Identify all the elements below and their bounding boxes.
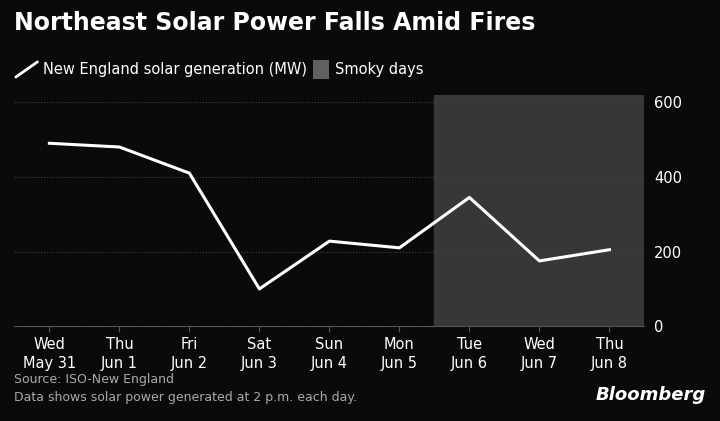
Bar <box>313 60 329 79</box>
Text: Source: ISO-New England
Data shows solar power generated at 2 p.m. each day.: Source: ISO-New England Data shows solar… <box>14 373 357 404</box>
Text: Smoky days: Smoky days <box>335 62 423 77</box>
Bar <box>434 95 644 326</box>
Text: Northeast Solar Power Falls Amid Fires: Northeast Solar Power Falls Amid Fires <box>14 11 536 35</box>
Text: New England solar generation (MW): New England solar generation (MW) <box>43 62 307 77</box>
Text: Bloomberg: Bloomberg <box>595 386 706 404</box>
